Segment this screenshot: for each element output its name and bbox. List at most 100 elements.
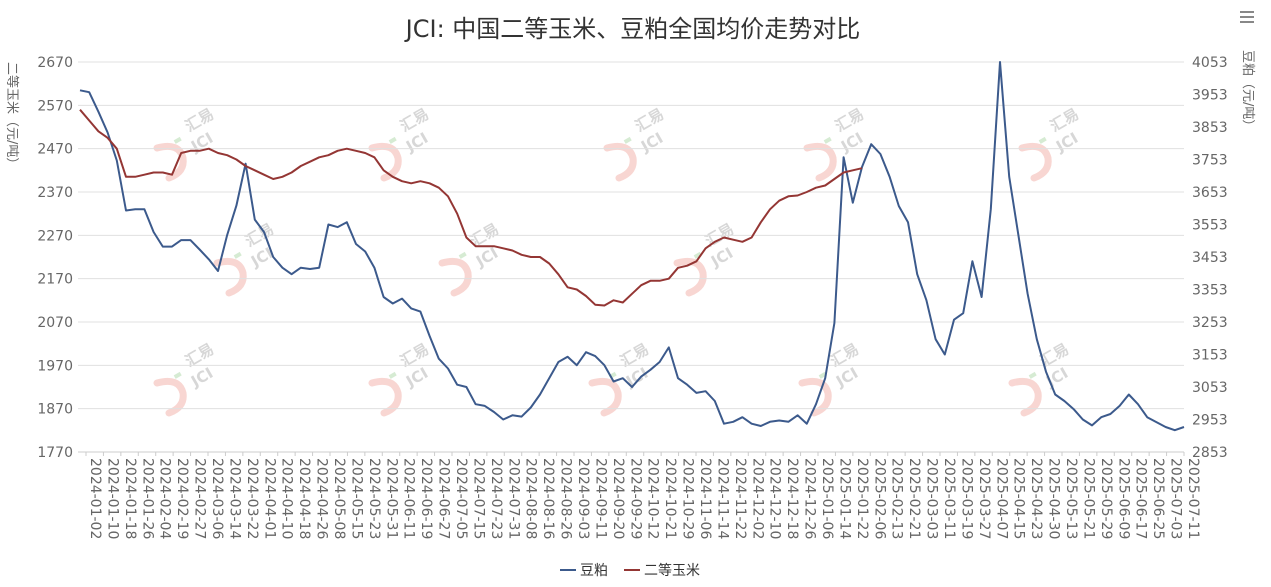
x-tick-label: 2025-05-13 [1063,458,1079,539]
x-tick-label: 2025-01-22 [854,458,870,539]
left-tick-label: 1870 [37,402,73,418]
right-tick-label: 3153 [1192,348,1228,364]
x-tick-label: 2024-06-11 [401,458,417,539]
left-tick-label: 2470 [37,142,73,158]
watermark-cn: 汇易 [832,105,867,136]
series-layer [79,61,1185,432]
x-tick-label: 2024-05-23 [366,458,382,539]
x-tick-label: 2024-10-21 [662,458,678,539]
right-tick-label: 2953 [1192,413,1228,429]
x-tick-label: 2025-05-21 [1080,458,1096,539]
x-tick-label: 2024-11-06 [697,458,713,539]
x-tick-label: 2024-09-11 [592,458,608,539]
watermark-cn: 汇易 [397,340,432,371]
left-tick-label: 2370 [37,185,73,201]
x-tick-label: 2024-02-04 [157,458,173,539]
legend-item-soymeal[interactable]: 豆粕 [560,563,608,579]
x-tick-label: 2024-07-31 [505,458,521,539]
x-tick-label: 2024-10-29 [680,458,696,539]
x-tick-label: 2025-01-14 [836,458,852,539]
x-tick-label: 2025-07-11 [1185,458,1201,539]
x-tick-label: 2024-06-27 [436,458,452,539]
gridlines [78,61,1184,453]
x-tick-label: 2025-04-15 [1011,458,1027,539]
right-tick-label: 3753 [1192,153,1228,169]
left-axis-ticks: 2670 2570 2470 2370 2270 2170 2070 1970 1870 1770 [37,55,73,461]
x-tick-label: 2025-04-30 [1046,458,1062,539]
left-tick-label: 2170 [37,272,73,288]
x-tick-label: 2025-02-06 [871,458,887,539]
x-tick-label: 2024-04-10 [279,458,295,539]
series-line-soymeal [79,61,1185,432]
right-tick-label: 3353 [1192,283,1228,299]
hamburger-menu-icon[interactable] [1236,8,1256,26]
x-tick-label: 2024-10-12 [645,458,661,539]
right-axis-ticks: 4053 3953 3853 3753 3653 3553 3453 3353 3253 3153… [1192,55,1228,461]
x-tick-label: 2024-02-27 [192,458,208,539]
x-tick-label: 2024-09-20 [610,458,626,539]
right-tick-label: 3453 [1192,250,1228,266]
x-tick-label: 2024-07-05 [453,458,469,539]
legend-label-soymeal: 豆粕 [580,563,608,579]
x-tick-label: 2024-03-06 [209,458,225,539]
watermark-cn: 汇易 [182,105,217,136]
left-tick-label: 2570 [37,98,73,114]
x-tick-label: 2024-09-29 [627,458,643,539]
x-tick-label: 2024-12-02 [749,458,765,539]
x-tick-label: 2025-06-09 [1115,458,1131,539]
x-tick-label: 2025-01-06 [819,458,835,539]
x-tick-label: 2024-08-26 [558,458,574,539]
chart-title: JCI: 中国二等玉米、豆粕全国均价走势对比 [404,15,861,43]
x-tick-label: 2024-05-15 [348,458,364,539]
x-tick-label: 2024-12-26 [802,458,818,539]
right-tick-label: 3953 [1192,88,1228,104]
x-tick-label: 2024-07-15 [470,458,486,539]
series-line-corn [79,109,863,307]
x-tick-label: 2025-06-25 [1150,458,1166,539]
x-tick-label: 2024-11-22 [732,458,748,539]
x-tick-label: 2024-03-22 [244,458,260,539]
watermark-cn: 汇易 [617,340,652,371]
right-tick-label: 2853 [1192,445,1228,461]
right-tick-label: 3553 [1192,218,1228,234]
x-tick-label: 2024-02-19 [174,458,190,539]
left-tick-label: 2270 [37,228,73,244]
legend-label-corn: 二等玉米 [644,562,700,579]
left-tick-label: 2070 [37,315,73,331]
x-tick-label: 2024-05-31 [383,458,399,539]
left-tick-label: 1970 [37,358,73,374]
x-tick-label: 2024-06-19 [418,458,434,539]
watermark-cn: 汇易 [397,105,432,136]
watermark-cn: 汇易 [1047,105,1082,136]
x-tick-label: 2024-08-16 [540,458,556,539]
x-tick-label: 2024-11-14 [714,458,730,539]
x-tick-label: 2025-03-11 [941,458,957,539]
x-tick-label: 2024-01-10 [104,458,120,539]
right-tick-label: 3053 [1192,380,1228,396]
watermark-cn: 汇易 [182,340,217,371]
x-tick-label: 2024-04-01 [261,458,277,539]
x-tick-label: 2024-04-26 [314,458,330,539]
x-tick-label: 2024-08-08 [523,458,539,539]
x-tick-label: 2024-12-18 [784,458,800,539]
legend-item-corn[interactable]: 二等玉米 [624,562,700,579]
x-tick-label: 2025-03-19 [958,458,974,539]
x-tick-label: 2024-12-10 [767,458,783,539]
x-tick-label: 2025-03-03 [924,458,940,539]
x-tick-label: 2024-01-02 [87,458,103,539]
x-tick-label: 2025-02-13 [889,458,905,539]
x-tick-label: 2024-03-14 [226,458,242,539]
legend: 豆粕 二等玉米 [560,562,700,579]
x-tick-label: 2025-04-23 [1028,458,1044,539]
x-tick-label: 2024-09-03 [575,458,591,539]
